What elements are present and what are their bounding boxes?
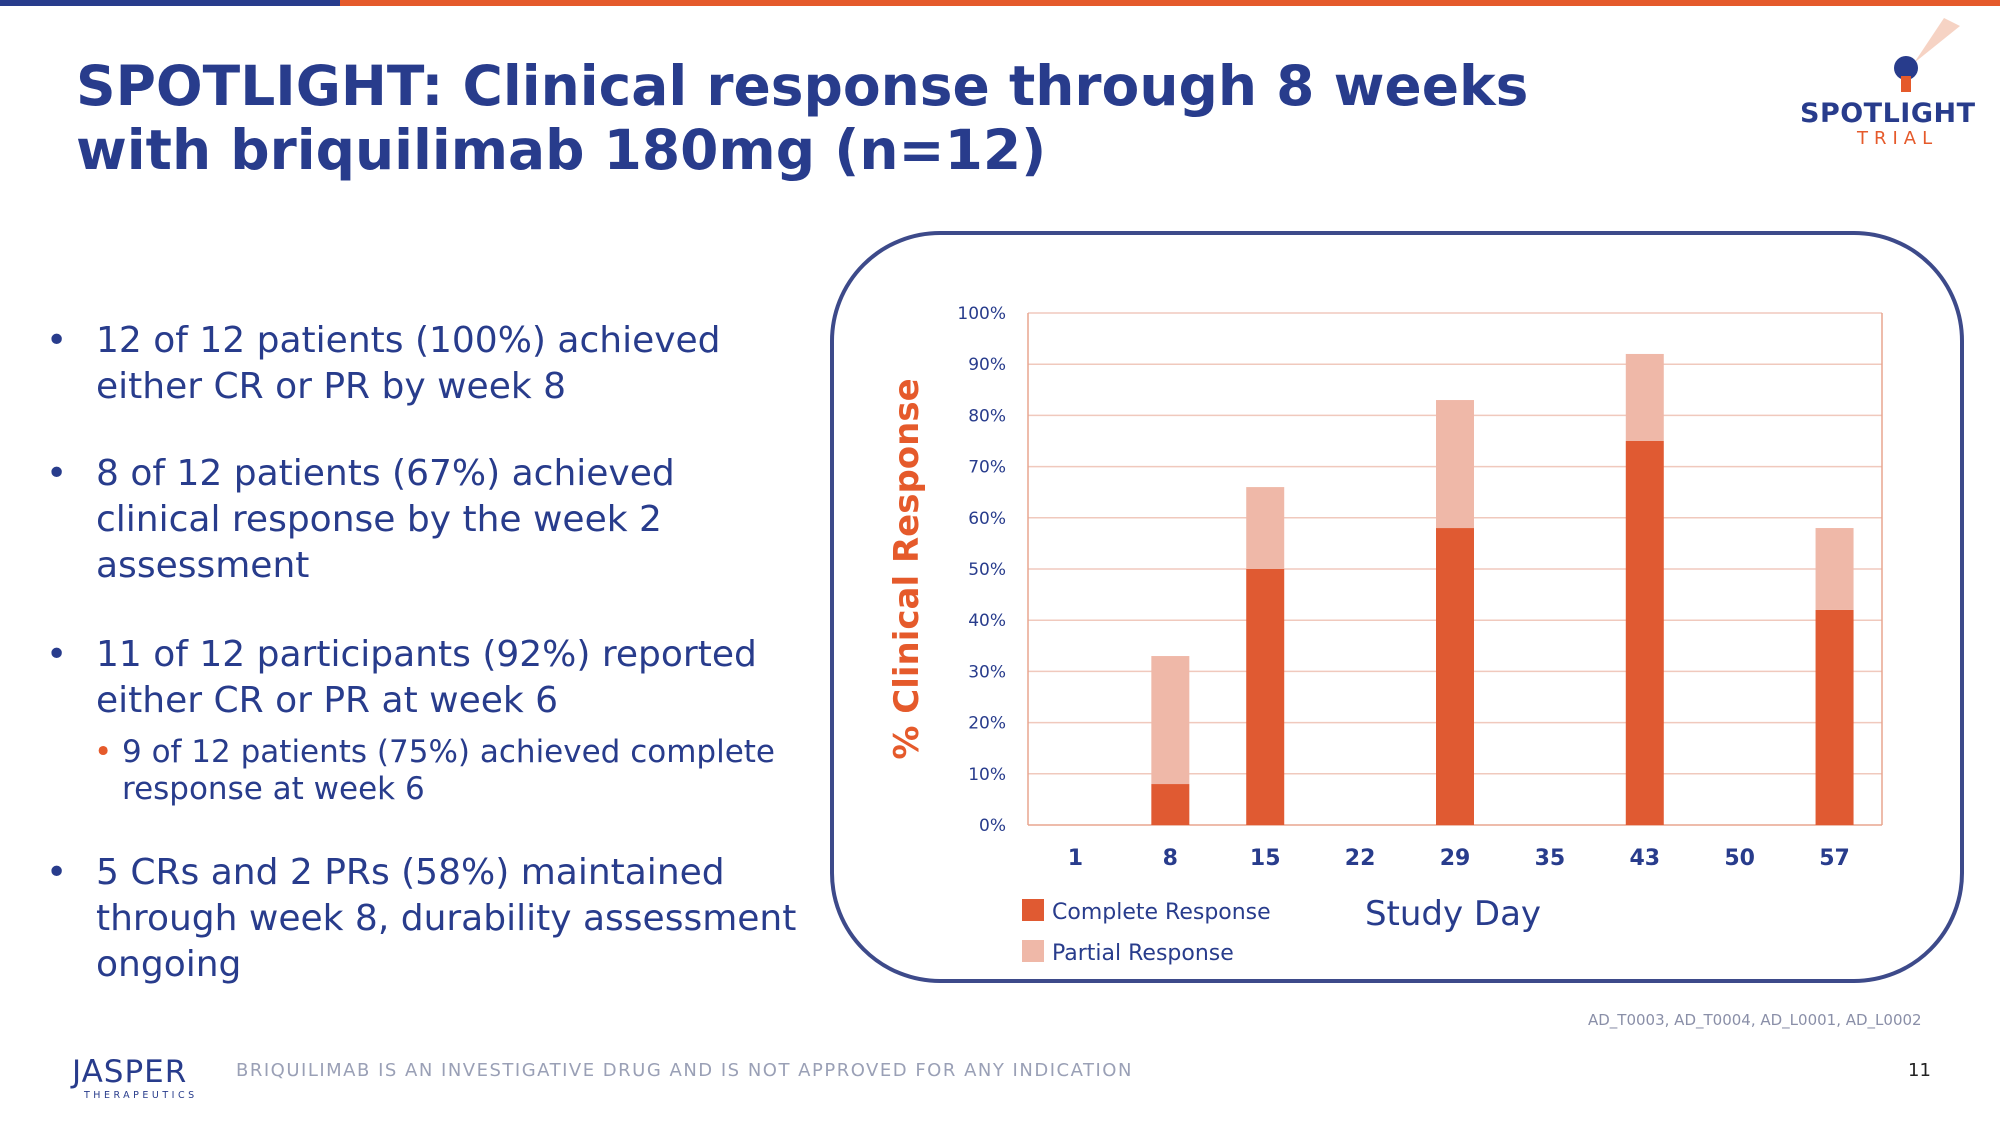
top-accent-bar-orange <box>340 0 2000 6</box>
bar-partial-response <box>1151 656 1190 785</box>
legend-label-complete: Complete Response <box>1052 900 1271 925</box>
logo-name: SPOTLIGHT <box>1800 98 1976 129</box>
company-name: JASPER <box>72 1054 188 1090</box>
bar-complete-response <box>1625 441 1664 825</box>
x-tick-label: 15 <box>1250 846 1281 871</box>
y-tick-label: 10% <box>968 765 1006 785</box>
spotlight-beam-icon <box>1894 18 1960 92</box>
y-tick-label: 100% <box>957 304 1006 324</box>
slide-title: SPOTLIGHT: Clinical response through 8 w… <box>76 54 1529 182</box>
logo-subtitle: TRIAL <box>1857 128 1939 149</box>
bullet-dot: • <box>46 320 68 361</box>
y-tick-label: 70% <box>968 458 1006 478</box>
bar-complete-response <box>1436 528 1474 825</box>
bullet-text: 11 of 12 participants (92%) reported eit… <box>96 634 757 721</box>
bar-complete-response <box>1151 784 1190 825</box>
bullet-dot: • <box>46 453 68 494</box>
bullet-item: • 8 of 12 patients (67%) achieved clinica… <box>46 451 806 589</box>
sub-bullet-item: • 9 of 12 patients (75%) achieved complet… <box>46 734 806 808</box>
y-tick-label: 80% <box>968 406 1006 426</box>
bar-partial-response <box>1625 353 1664 441</box>
x-tick-label: 35 <box>1535 846 1566 871</box>
legend-swatch-complete <box>1022 899 1044 921</box>
y-tick-label: 90% <box>968 355 1006 375</box>
bullet-text: 12 of 12 patients (100%) achieved either… <box>96 320 721 407</box>
clinical-response-chart: 0% 10% 20% 30% 40% 50% 60% 70% 80% 90% 100% 1 8 15 22 2… <box>887 304 1883 966</box>
y-tick-label: 20% <box>968 714 1006 734</box>
legend-label-partial: Partial Response <box>1052 941 1234 966</box>
x-axis-label: Study Day <box>1365 894 1541 934</box>
sub-bullet-text: 9 of 12 patients (75%) achieved complete… <box>122 734 775 807</box>
x-tick-label: 1 <box>1068 846 1083 871</box>
top-accent-bar-blue <box>0 0 340 6</box>
y-tick-label: 30% <box>968 662 1006 682</box>
x-tick-label: 50 <box>1724 846 1755 871</box>
bar-complete-response <box>1246 569 1285 825</box>
x-tick-label: 57 <box>1819 846 1850 871</box>
bullet-list: • 12 of 12 patients (100%) achieved eithe… <box>46 318 806 988</box>
bullet-text: 5 CRs and 2 PRs (58%) maintained through… <box>96 852 797 985</box>
bar-partial-response <box>1246 487 1285 569</box>
bar-complete-response <box>1815 609 1854 825</box>
bullet-dot: • <box>46 634 68 675</box>
x-tick-label: 43 <box>1629 846 1660 871</box>
y-tick-label: 0% <box>979 816 1006 836</box>
page-number: 11 <box>1908 1060 1931 1081</box>
spotlight-trial-logo: SPOTLIGHT TRIAL <box>1800 18 1995 149</box>
disclaimer: BRIQUILIMAB IS AN INVESTIGATIVE DRUG AND… <box>236 1060 1133 1081</box>
reference-codes: AD_T0003, AD_T0004, AD_L0001, AD_L0002 <box>1588 1011 1922 1029</box>
bar-partial-response <box>1436 400 1474 529</box>
bullet-dot: • <box>46 852 68 893</box>
y-tick-label: 50% <box>968 560 1006 580</box>
company-subtitle: THERAPEUTICS <box>84 1090 198 1101</box>
x-tick-label: 29 <box>1440 846 1471 871</box>
bar-partial-response <box>1815 528 1854 610</box>
x-tick-label: 22 <box>1345 846 1376 871</box>
y-tick-label: 40% <box>968 611 1006 631</box>
y-tick-label: 60% <box>968 509 1006 529</box>
sub-bullet-dot: • <box>94 734 113 770</box>
bullet-item: • 5 CRs and 2 PRs (58%) maintained throug… <box>46 850 806 988</box>
y-axis-label: % Clinical Response <box>887 378 927 759</box>
x-tick-label: 8 <box>1163 846 1178 871</box>
legend-swatch-partial <box>1022 940 1044 962</box>
chart-frame <box>830 231 1964 983</box>
bullet-item: • 12 of 12 patients (100%) achieved eithe… <box>46 318 806 410</box>
bullet-item: • 11 of 12 participants (92%) reported ei… <box>46 632 806 724</box>
jasper-logo: JASPER THERAPEUTICS <box>72 1054 212 1101</box>
bullet-text: 8 of 12 patients (67%) achieved clinical… <box>96 453 675 586</box>
